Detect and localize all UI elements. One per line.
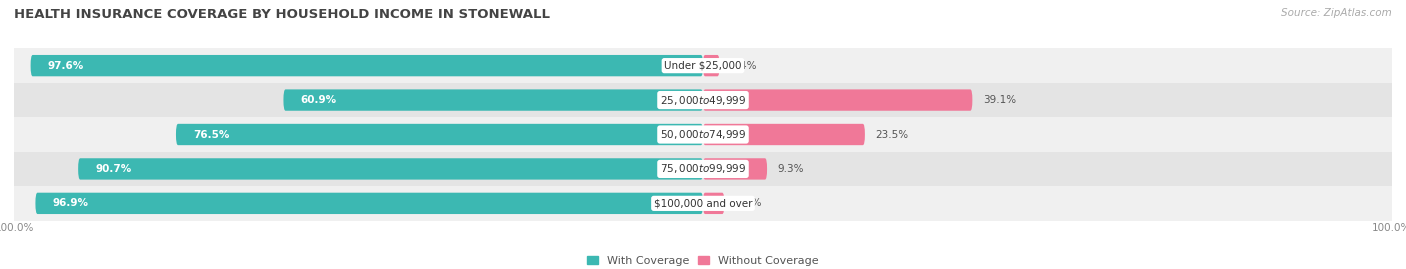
FancyBboxPatch shape — [176, 124, 703, 145]
FancyBboxPatch shape — [79, 158, 703, 180]
Legend: With Coverage, Without Coverage: With Coverage, Without Coverage — [582, 251, 824, 269]
Text: $100,000 and over: $100,000 and over — [654, 198, 752, 208]
FancyBboxPatch shape — [703, 55, 720, 76]
Bar — [14, 48, 1392, 83]
FancyBboxPatch shape — [31, 55, 703, 76]
Bar — [14, 117, 1392, 152]
FancyBboxPatch shape — [35, 193, 703, 214]
FancyBboxPatch shape — [703, 193, 724, 214]
Text: $50,000 to $74,999: $50,000 to $74,999 — [659, 128, 747, 141]
Text: 23.5%: 23.5% — [875, 129, 908, 140]
Bar — [14, 152, 1392, 186]
Text: 97.6%: 97.6% — [48, 61, 84, 71]
Text: Under $25,000: Under $25,000 — [664, 61, 742, 71]
Text: $75,000 to $99,999: $75,000 to $99,999 — [659, 162, 747, 175]
Text: 76.5%: 76.5% — [193, 129, 229, 140]
FancyBboxPatch shape — [703, 124, 865, 145]
Text: HEALTH INSURANCE COVERAGE BY HOUSEHOLD INCOME IN STONEWALL: HEALTH INSURANCE COVERAGE BY HOUSEHOLD I… — [14, 8, 550, 21]
Text: 60.9%: 60.9% — [301, 95, 337, 105]
Text: 9.3%: 9.3% — [778, 164, 804, 174]
Text: 96.9%: 96.9% — [52, 198, 89, 208]
Text: 3.1%: 3.1% — [735, 198, 761, 208]
FancyBboxPatch shape — [703, 158, 768, 180]
Bar — [14, 186, 1392, 221]
FancyBboxPatch shape — [284, 89, 703, 111]
Text: $25,000 to $49,999: $25,000 to $49,999 — [659, 94, 747, 107]
Bar — [14, 83, 1392, 117]
Text: Source: ZipAtlas.com: Source: ZipAtlas.com — [1281, 8, 1392, 18]
Text: 2.4%: 2.4% — [730, 61, 756, 71]
Text: 39.1%: 39.1% — [983, 95, 1015, 105]
Text: 90.7%: 90.7% — [96, 164, 132, 174]
FancyBboxPatch shape — [703, 89, 973, 111]
